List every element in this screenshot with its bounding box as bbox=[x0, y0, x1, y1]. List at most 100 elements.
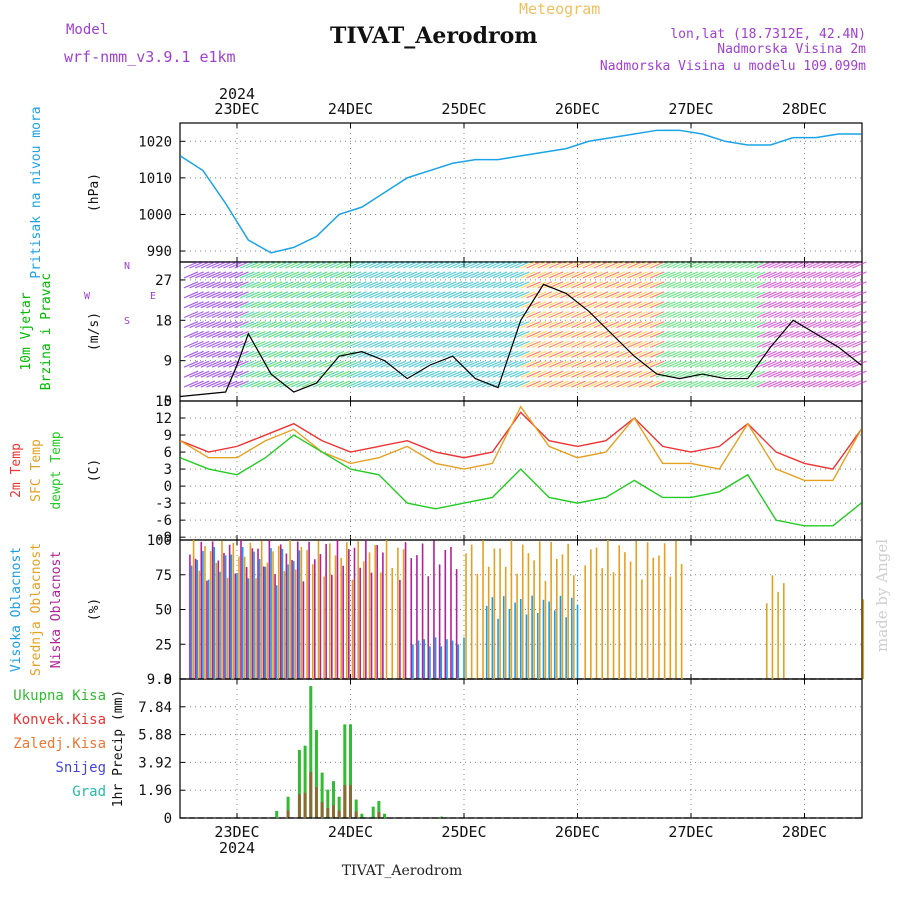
wind-barb bbox=[458, 271, 474, 279]
wind-barb bbox=[818, 370, 833, 378]
wind-barb bbox=[537, 350, 553, 358]
wind-barb bbox=[458, 370, 474, 378]
wind-barb bbox=[694, 360, 710, 368]
wind-barb bbox=[498, 271, 513, 279]
wind-barb bbox=[256, 281, 272, 289]
wind-barb bbox=[734, 320, 749, 329]
wind-barb bbox=[678, 340, 693, 348]
wind-barb bbox=[739, 301, 755, 309]
wind-barb bbox=[217, 301, 232, 309]
wind-barb bbox=[402, 380, 418, 388]
wind-barb bbox=[498, 330, 513, 339]
wind-barb bbox=[363, 261, 378, 269]
wind-barb bbox=[509, 330, 525, 339]
wind-barb bbox=[357, 340, 373, 348]
wind-barb bbox=[307, 320, 322, 329]
wind-barb bbox=[689, 320, 704, 329]
wind-barb bbox=[678, 370, 693, 378]
precip-legend-entry: Grad bbox=[72, 784, 106, 800]
wind-barb bbox=[751, 350, 766, 358]
y-tick-label: 6 bbox=[164, 445, 172, 461]
wind-barb bbox=[268, 271, 283, 279]
wind-barb bbox=[200, 360, 216, 368]
wind-barb bbox=[397, 350, 412, 358]
wind-barb bbox=[571, 360, 586, 368]
series-ylabel: Pritisak na nivou mora bbox=[29, 106, 44, 278]
wind-barb bbox=[616, 360, 631, 368]
wind-barb bbox=[239, 291, 255, 299]
wind-barb bbox=[217, 340, 232, 348]
wind-barb bbox=[492, 301, 508, 309]
wind-barb bbox=[790, 320, 805, 329]
wind-barb bbox=[593, 291, 609, 299]
wind-barb bbox=[402, 301, 418, 309]
wind-barb bbox=[211, 340, 227, 348]
wind-barb bbox=[290, 360, 305, 368]
wind-barb bbox=[369, 281, 384, 289]
wind-barb bbox=[374, 301, 390, 309]
wind-barb bbox=[773, 261, 788, 269]
wind-barb bbox=[256, 380, 272, 388]
wind-barb bbox=[374, 271, 390, 279]
wind-barb bbox=[661, 291, 676, 299]
wind-barb bbox=[430, 350, 446, 358]
direction-s: S bbox=[124, 316, 130, 327]
bottom-day-label: 25DEC bbox=[441, 823, 486, 841]
wind-barb bbox=[374, 281, 390, 289]
wind-barb bbox=[599, 291, 614, 299]
wind-barb bbox=[385, 360, 401, 368]
wind-barb bbox=[256, 261, 272, 269]
wind-barb bbox=[318, 301, 334, 309]
wind-barb bbox=[812, 281, 828, 289]
wind-barb bbox=[324, 370, 339, 378]
wind-barb bbox=[655, 311, 671, 319]
bottom-year-label: 2024 bbox=[219, 839, 255, 857]
wind-barb bbox=[223, 281, 238, 289]
wind-barb bbox=[829, 320, 845, 329]
wind-barb bbox=[245, 291, 261, 299]
wind-barb bbox=[852, 281, 867, 289]
wind-barb bbox=[649, 291, 665, 299]
wind-barb bbox=[397, 281, 412, 289]
wind-barb bbox=[189, 301, 204, 309]
wind-barb bbox=[627, 330, 642, 339]
wind-barb bbox=[296, 330, 311, 339]
wind-barb bbox=[357, 281, 373, 289]
wind-barb bbox=[812, 301, 828, 309]
wind-barb bbox=[824, 271, 839, 279]
wind-barb bbox=[515, 360, 530, 368]
wind-barb bbox=[341, 340, 356, 348]
wind-barb bbox=[464, 320, 480, 329]
wind-barb bbox=[543, 320, 558, 329]
wind-barb bbox=[515, 291, 530, 299]
wind-barb bbox=[717, 340, 732, 348]
wind-barb bbox=[767, 281, 783, 289]
wind-barb bbox=[284, 291, 300, 299]
wind-barb bbox=[352, 370, 367, 378]
wind-barb bbox=[661, 350, 676, 358]
wind-barb bbox=[273, 340, 289, 348]
wind-barb bbox=[852, 261, 867, 269]
wind-barb bbox=[734, 340, 749, 348]
wind-barb bbox=[593, 301, 609, 309]
wind-barb bbox=[795, 291, 811, 299]
wind-barb bbox=[296, 350, 311, 358]
top-day-label: 24DEC bbox=[328, 100, 373, 118]
wind-barb bbox=[807, 281, 822, 289]
precip-legend-entry: Ukupna Kisa bbox=[13, 688, 106, 704]
wind-barb bbox=[756, 281, 772, 289]
wind-barb bbox=[268, 301, 283, 309]
wind-barb bbox=[442, 320, 457, 329]
wind-barb bbox=[829, 311, 845, 319]
wind-barb bbox=[722, 281, 738, 289]
wind-barb bbox=[784, 261, 800, 269]
wind-barb bbox=[655, 330, 671, 339]
wind-barb bbox=[543, 370, 558, 378]
wind-barb bbox=[638, 320, 654, 329]
wind-barb bbox=[296, 261, 311, 269]
wind-barb bbox=[419, 330, 435, 339]
wind-barb bbox=[739, 320, 755, 329]
wind-barb bbox=[312, 360, 328, 368]
wind-barb bbox=[217, 350, 232, 358]
wind-barb bbox=[565, 370, 581, 378]
